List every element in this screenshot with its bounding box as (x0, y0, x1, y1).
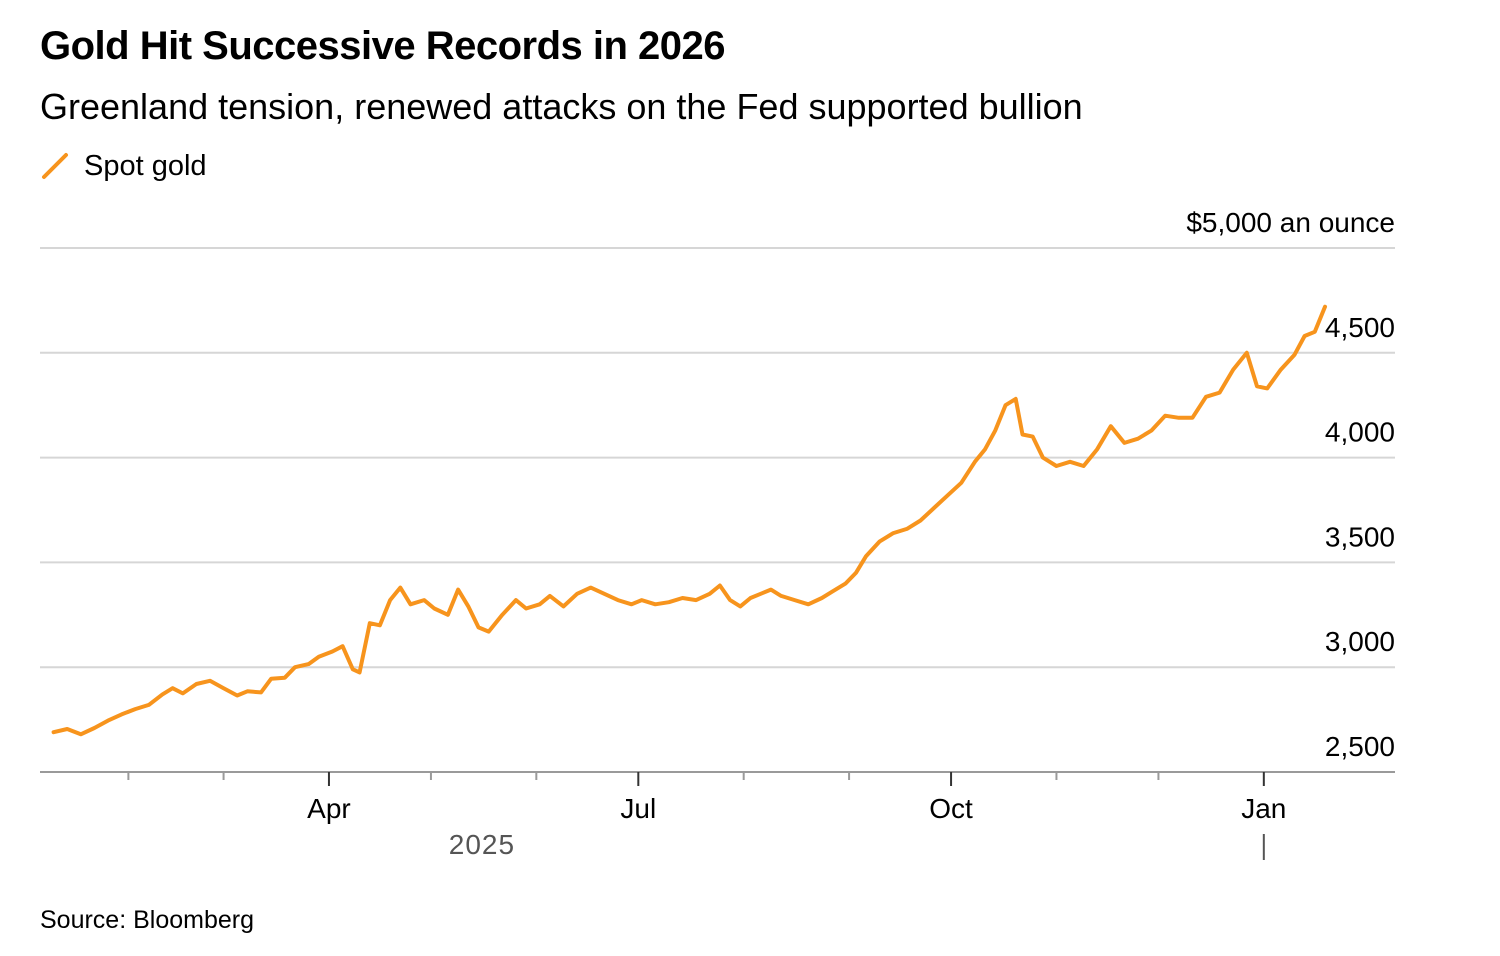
legend: Spot gold (40, 148, 207, 184)
y-tick-label: 3,000 (1325, 626, 1395, 657)
y-tick-label: 4,500 (1325, 312, 1395, 343)
y-tick-label: 3,500 (1325, 521, 1395, 552)
series-layer (51, 304, 1327, 737)
source-note: Source: Bloomberg (40, 906, 255, 934)
series-line-spot-gold (51, 304, 1327, 737)
y-tick-label: $5,000 an ounce (1186, 207, 1395, 238)
chart-title: Gold Hit Successive Records in 2026 (40, 24, 726, 68)
x-tick-label: Jul (620, 793, 656, 824)
x-tick-label: Apr (307, 793, 351, 824)
y-tick-label: 4,000 (1325, 417, 1395, 448)
legend-swatch-icon (42, 153, 68, 179)
x-tick-label: Oct (929, 793, 973, 824)
x-tick-label: Jan (1241, 793, 1286, 824)
chart-subtitle: Greenland tension, renewed attacks on th… (40, 86, 1083, 127)
x-axis (40, 771, 1395, 860)
axis-labels: $5,000 an ounce 4,500 4,000 3,500 3,000 2,500… (307, 207, 1395, 860)
y-tick-label: 2,500 (1325, 731, 1395, 762)
year-label: 2025 (449, 829, 515, 860)
legend-label: Spot gold (84, 149, 207, 182)
grid-lines (40, 247, 1395, 773)
